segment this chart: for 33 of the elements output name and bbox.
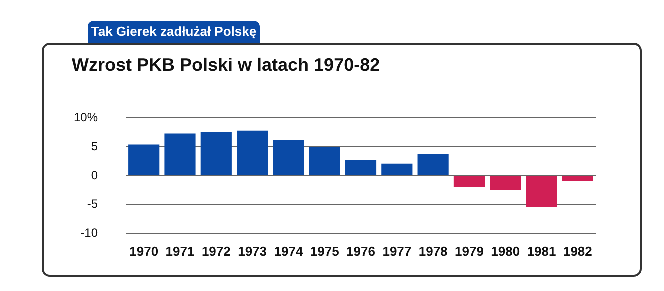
bar — [309, 147, 340, 176]
bar — [454, 176, 486, 187]
x-tick-label: 1970 — [130, 244, 159, 260]
bar — [200, 132, 232, 176]
bar — [237, 130, 268, 176]
y-tick-label: -5 — [87, 197, 98, 212]
y-tick-label: -10 — [80, 226, 98, 240]
x-tick-label: 1972 — [202, 244, 231, 260]
chart-subtitle: Tak Gierek zadłużał Polskę — [88, 21, 260, 43]
bar — [418, 154, 449, 176]
bar — [526, 176, 558, 208]
y-tick-label: 0 — [91, 168, 98, 182]
x-tick-label: 1980 — [491, 244, 520, 260]
chart-title: Wzrost PKB Polski w latach 1970-82 — [72, 55, 380, 76]
x-tick-label: 1975 — [310, 244, 340, 260]
x-tick-label: 1982 — [563, 244, 592, 260]
x-tick-label: 1981 — [527, 244, 556, 260]
x-tick-label: 1977 — [382, 244, 412, 260]
bar — [382, 164, 413, 176]
x-tick-label: 1976 — [346, 244, 376, 260]
bar — [490, 176, 522, 190]
x-tick-label: 1974 — [274, 244, 304, 260]
x-tick-label: 1973 — [238, 244, 268, 260]
bar — [562, 176, 594, 182]
y-tick-label: 5 — [91, 139, 98, 154]
bar — [273, 140, 304, 176]
bar — [345, 160, 377, 176]
x-tick-label: 1979 — [455, 244, 484, 260]
y-tick-label: 10% — [74, 110, 98, 125]
x-tick-label: 1971 — [166, 244, 195, 260]
bar — [164, 134, 196, 176]
bar — [128, 144, 160, 176]
x-tick-label: 1978 — [418, 244, 448, 260]
